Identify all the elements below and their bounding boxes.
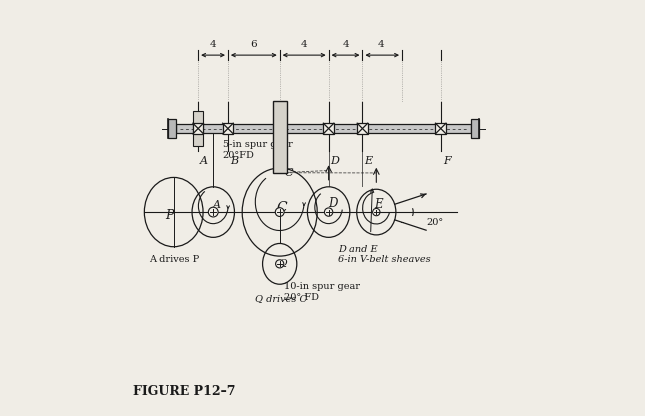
Bar	[175, 124, 471, 133]
Text: C: C	[284, 168, 293, 178]
Text: A: A	[200, 156, 208, 166]
Bar	[471, 119, 479, 139]
Text: C: C	[277, 201, 287, 215]
Bar	[323, 123, 334, 134]
Ellipse shape	[208, 207, 218, 217]
Text: 10-in spur gear
20° FD: 10-in spur gear 20° FD	[284, 282, 360, 302]
Text: 4: 4	[301, 40, 308, 49]
Text: A: A	[212, 200, 221, 210]
Text: Q drives C: Q drives C	[255, 294, 306, 302]
Text: FIGURE P12–7: FIGURE P12–7	[133, 385, 235, 399]
Ellipse shape	[373, 208, 380, 216]
Ellipse shape	[275, 260, 284, 268]
Bar	[194, 111, 203, 146]
Ellipse shape	[324, 208, 333, 216]
Text: F: F	[442, 156, 450, 166]
Bar	[357, 123, 368, 134]
Text: D: D	[328, 198, 337, 210]
Text: Q: Q	[278, 258, 286, 267]
Text: 4: 4	[210, 40, 217, 49]
Ellipse shape	[275, 208, 284, 216]
Text: 6: 6	[251, 40, 257, 49]
Text: B: B	[230, 156, 238, 166]
Text: P: P	[165, 209, 174, 222]
Text: E: E	[364, 156, 373, 166]
Bar	[273, 102, 286, 173]
Bar	[193, 123, 203, 134]
Text: 5-in spur gear
20°FD: 5-in spur gear 20°FD	[223, 141, 292, 160]
Text: D: D	[331, 156, 339, 166]
Text: 20°: 20°	[426, 218, 444, 227]
Text: 4: 4	[342, 40, 349, 49]
Bar	[168, 119, 175, 139]
Text: 4: 4	[378, 40, 384, 49]
Text: E: E	[375, 198, 383, 211]
Bar	[223, 123, 233, 134]
Text: A drives P: A drives P	[148, 255, 199, 264]
Bar	[435, 123, 446, 134]
Text: D and E
6-in V-belt sheaves: D and E 6-in V-belt sheaves	[338, 245, 431, 264]
